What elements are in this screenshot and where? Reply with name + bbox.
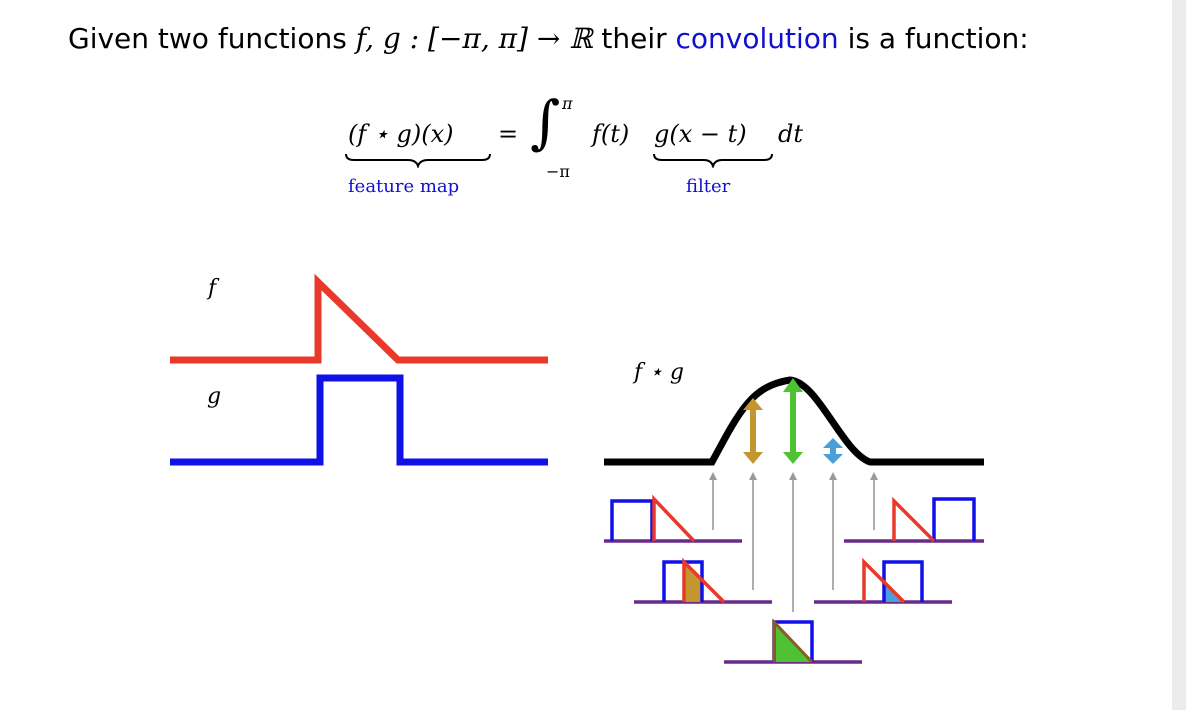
snapshot-no-overlap-left: [604, 494, 742, 543]
snapshot-partial-overlap-right: [814, 557, 952, 604]
lhs-underbrace: [345, 153, 491, 168]
intro-middle: their: [592, 22, 676, 55]
g-label: g: [207, 384, 222, 409]
integral-upper-limit: π: [562, 94, 573, 113]
scrollbar-track[interactable]: [1172, 0, 1186, 710]
filter-underbrace: [653, 153, 773, 168]
formula-g-shifted: g(x − t): [654, 120, 747, 148]
formula-equals: =: [498, 120, 519, 148]
intro-after: is a function:: [838, 22, 1029, 55]
function-signature: f, g : [−π, π] → ℝ: [355, 22, 593, 55]
green-value-arrow: [783, 378, 803, 464]
filter-label: filter: [686, 176, 731, 197]
snapshot-no-overlap-right: [844, 496, 984, 543]
integral-sign: ∫: [530, 88, 561, 156]
f-curve: [170, 273, 548, 364]
pointer-arrows: [709, 472, 878, 612]
convolution-curve: [604, 376, 984, 466]
intro-before: Given two functions: [68, 22, 356, 55]
formula-f-of-t: f(t): [592, 120, 630, 148]
formula-lhs: (f ⋆ g)(x): [348, 120, 454, 148]
convolution-label: f ⋆ g: [634, 360, 684, 385]
integral-lower-limit: −π: [546, 162, 570, 181]
feature-map-label: feature map: [348, 176, 460, 197]
gold-value-arrow: [743, 398, 763, 464]
blue-value-arrow: [823, 438, 843, 464]
formula-dt: dt: [778, 120, 804, 148]
convolution-term: convolution: [675, 22, 839, 55]
snapshot-full-overlap: [724, 618, 862, 664]
snapshot-partial-overlap-left: [634, 557, 772, 604]
f-label: f: [208, 276, 217, 301]
g-curve: [170, 374, 548, 466]
intro-sentence: Given two functions f, g : [−π, π] → ℝ t…: [68, 22, 1029, 66]
convolution-formula: (f ⋆ g)(x) = ∫ π −π f(t) g(x − t) dt fea…: [340, 88, 860, 210]
